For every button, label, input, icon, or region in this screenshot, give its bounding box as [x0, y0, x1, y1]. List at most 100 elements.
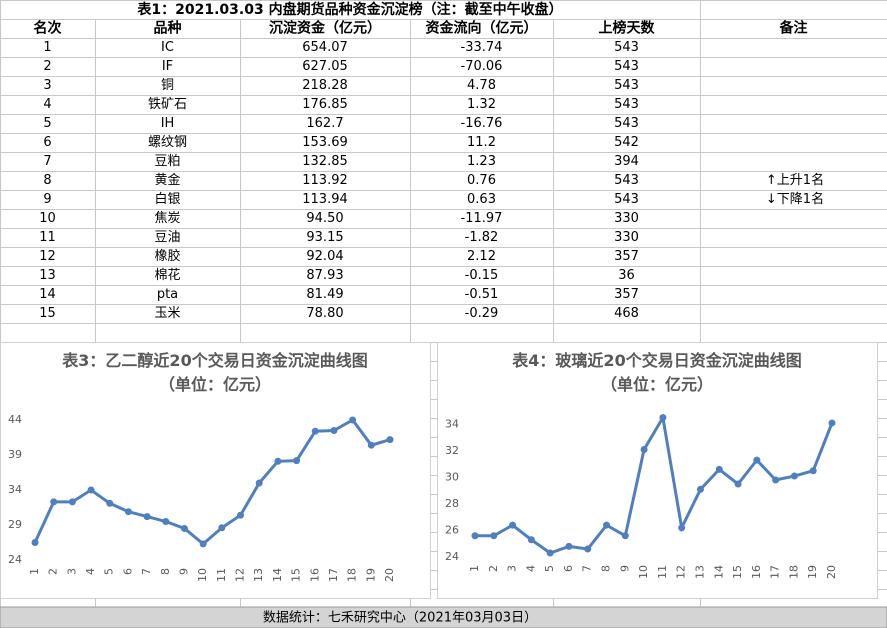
x-tick-label: 2 — [47, 568, 60, 575]
point — [367, 441, 375, 449]
y-tick-label: 34 — [445, 417, 459, 430]
cell: 36 — [618, 268, 635, 283]
cell: -0.51 — [465, 287, 499, 302]
x-tick-label: 3 — [65, 568, 78, 575]
point — [621, 532, 629, 540]
cell: 5 — [43, 116, 51, 131]
point — [809, 467, 817, 475]
point — [659, 414, 667, 422]
cell: 螺纹钢 — [148, 135, 187, 150]
cell: -0.29 — [465, 306, 499, 321]
cell: 11.2 — [467, 135, 496, 150]
x-tick-label: 14 — [712, 565, 725, 579]
point — [696, 485, 704, 493]
chart-area — [437, 342, 878, 599]
point — [509, 521, 517, 529]
cell: 543 — [614, 40, 639, 55]
x-tick-label: 4 — [524, 565, 537, 572]
cell: 7 — [43, 154, 51, 169]
cell: 92.04 — [306, 249, 343, 264]
column-header: 沉淀资金（亿元） — [269, 20, 381, 37]
cell: 4 — [43, 97, 51, 112]
cell: 1.23 — [467, 154, 496, 169]
point — [772, 476, 780, 484]
point — [349, 416, 357, 424]
cell: 113.94 — [302, 192, 348, 207]
cell: 0.63 — [467, 192, 496, 207]
x-tick-label: 17 — [327, 568, 340, 582]
y-tick-label: 30 — [445, 470, 459, 483]
cell: 3 — [43, 78, 51, 93]
point — [50, 498, 58, 506]
cell: 12 — [39, 249, 56, 264]
point — [87, 486, 95, 494]
point — [124, 508, 132, 516]
cell: 132.85 — [302, 154, 348, 169]
cell: IC — [161, 40, 174, 55]
point — [293, 457, 301, 465]
x-tick-label: 18 — [346, 568, 359, 582]
x-tick-label: 15 — [290, 568, 303, 582]
cell: 78.80 — [306, 306, 343, 321]
point — [790, 472, 798, 480]
point — [603, 521, 611, 529]
cell: 白银 — [154, 191, 180, 207]
point — [471, 532, 479, 540]
x-tick-label: 8 — [159, 568, 172, 575]
cell: 豆粕 — [154, 154, 180, 169]
y-tick-label: 24 — [445, 550, 459, 563]
cell: 4.78 — [467, 78, 496, 93]
x-tick-label: 20 — [825, 565, 838, 579]
cell: 93.15 — [306, 230, 343, 245]
x-tick-label: 16 — [308, 568, 321, 582]
point — [734, 480, 742, 488]
x-tick-label: 8 — [600, 565, 613, 572]
x-tick-label: 9 — [177, 568, 190, 575]
cell: 218.28 — [302, 78, 348, 93]
cell: 543 — [614, 97, 639, 112]
cell: 357 — [614, 287, 639, 302]
cell: 10 — [39, 211, 56, 226]
x-tick-label: 3 — [506, 565, 519, 572]
table-title: 表1：2021.03.03 内盘期货品种资金沉淀榜（注：截至中午收盘） — [136, 1, 562, 18]
column-header: 品种 — [154, 20, 182, 37]
cell: IH — [161, 116, 175, 131]
point — [199, 540, 207, 548]
y-tick-label: 29 — [8, 518, 22, 531]
cell: 330 — [614, 230, 639, 245]
point — [274, 457, 282, 465]
cell: 113.92 — [302, 173, 348, 188]
y-tick-label: 24 — [8, 553, 22, 566]
column-header: 名次 — [34, 20, 62, 37]
x-tick-label: 11 — [656, 565, 669, 579]
x-tick-label: 12 — [234, 568, 247, 582]
point — [106, 499, 114, 507]
x-tick-label: 9 — [618, 565, 631, 572]
x-tick-label: 13 — [252, 568, 265, 582]
y-tick-label: 26 — [445, 523, 459, 536]
point — [68, 498, 76, 506]
point — [386, 436, 394, 444]
cell: 9 — [43, 192, 51, 207]
cell: 543 — [614, 192, 639, 207]
chart-title: 表3：乙二醇近20个交易日资金沉淀曲线图（单位：亿元） — [62, 351, 368, 394]
cell: 0.76 — [467, 173, 496, 188]
cell: -33.74 — [461, 40, 503, 55]
cell: -0.15 — [465, 268, 499, 283]
x-tick-label: 1 — [28, 568, 41, 575]
cell: pta — [157, 287, 178, 302]
cell: 153.69 — [302, 135, 348, 150]
cell: -70.06 — [461, 59, 503, 74]
point — [640, 445, 648, 453]
column-header: 备注 — [779, 20, 808, 37]
cell: 1 — [43, 40, 51, 55]
cell: 543 — [614, 59, 639, 74]
column-header: 上榜天数 — [599, 20, 656, 37]
cell: 15 — [39, 306, 56, 321]
cell: 543 — [614, 116, 639, 131]
point — [715, 465, 723, 473]
x-tick-label: 4 — [84, 568, 97, 575]
x-tick-label: 11 — [215, 568, 228, 582]
